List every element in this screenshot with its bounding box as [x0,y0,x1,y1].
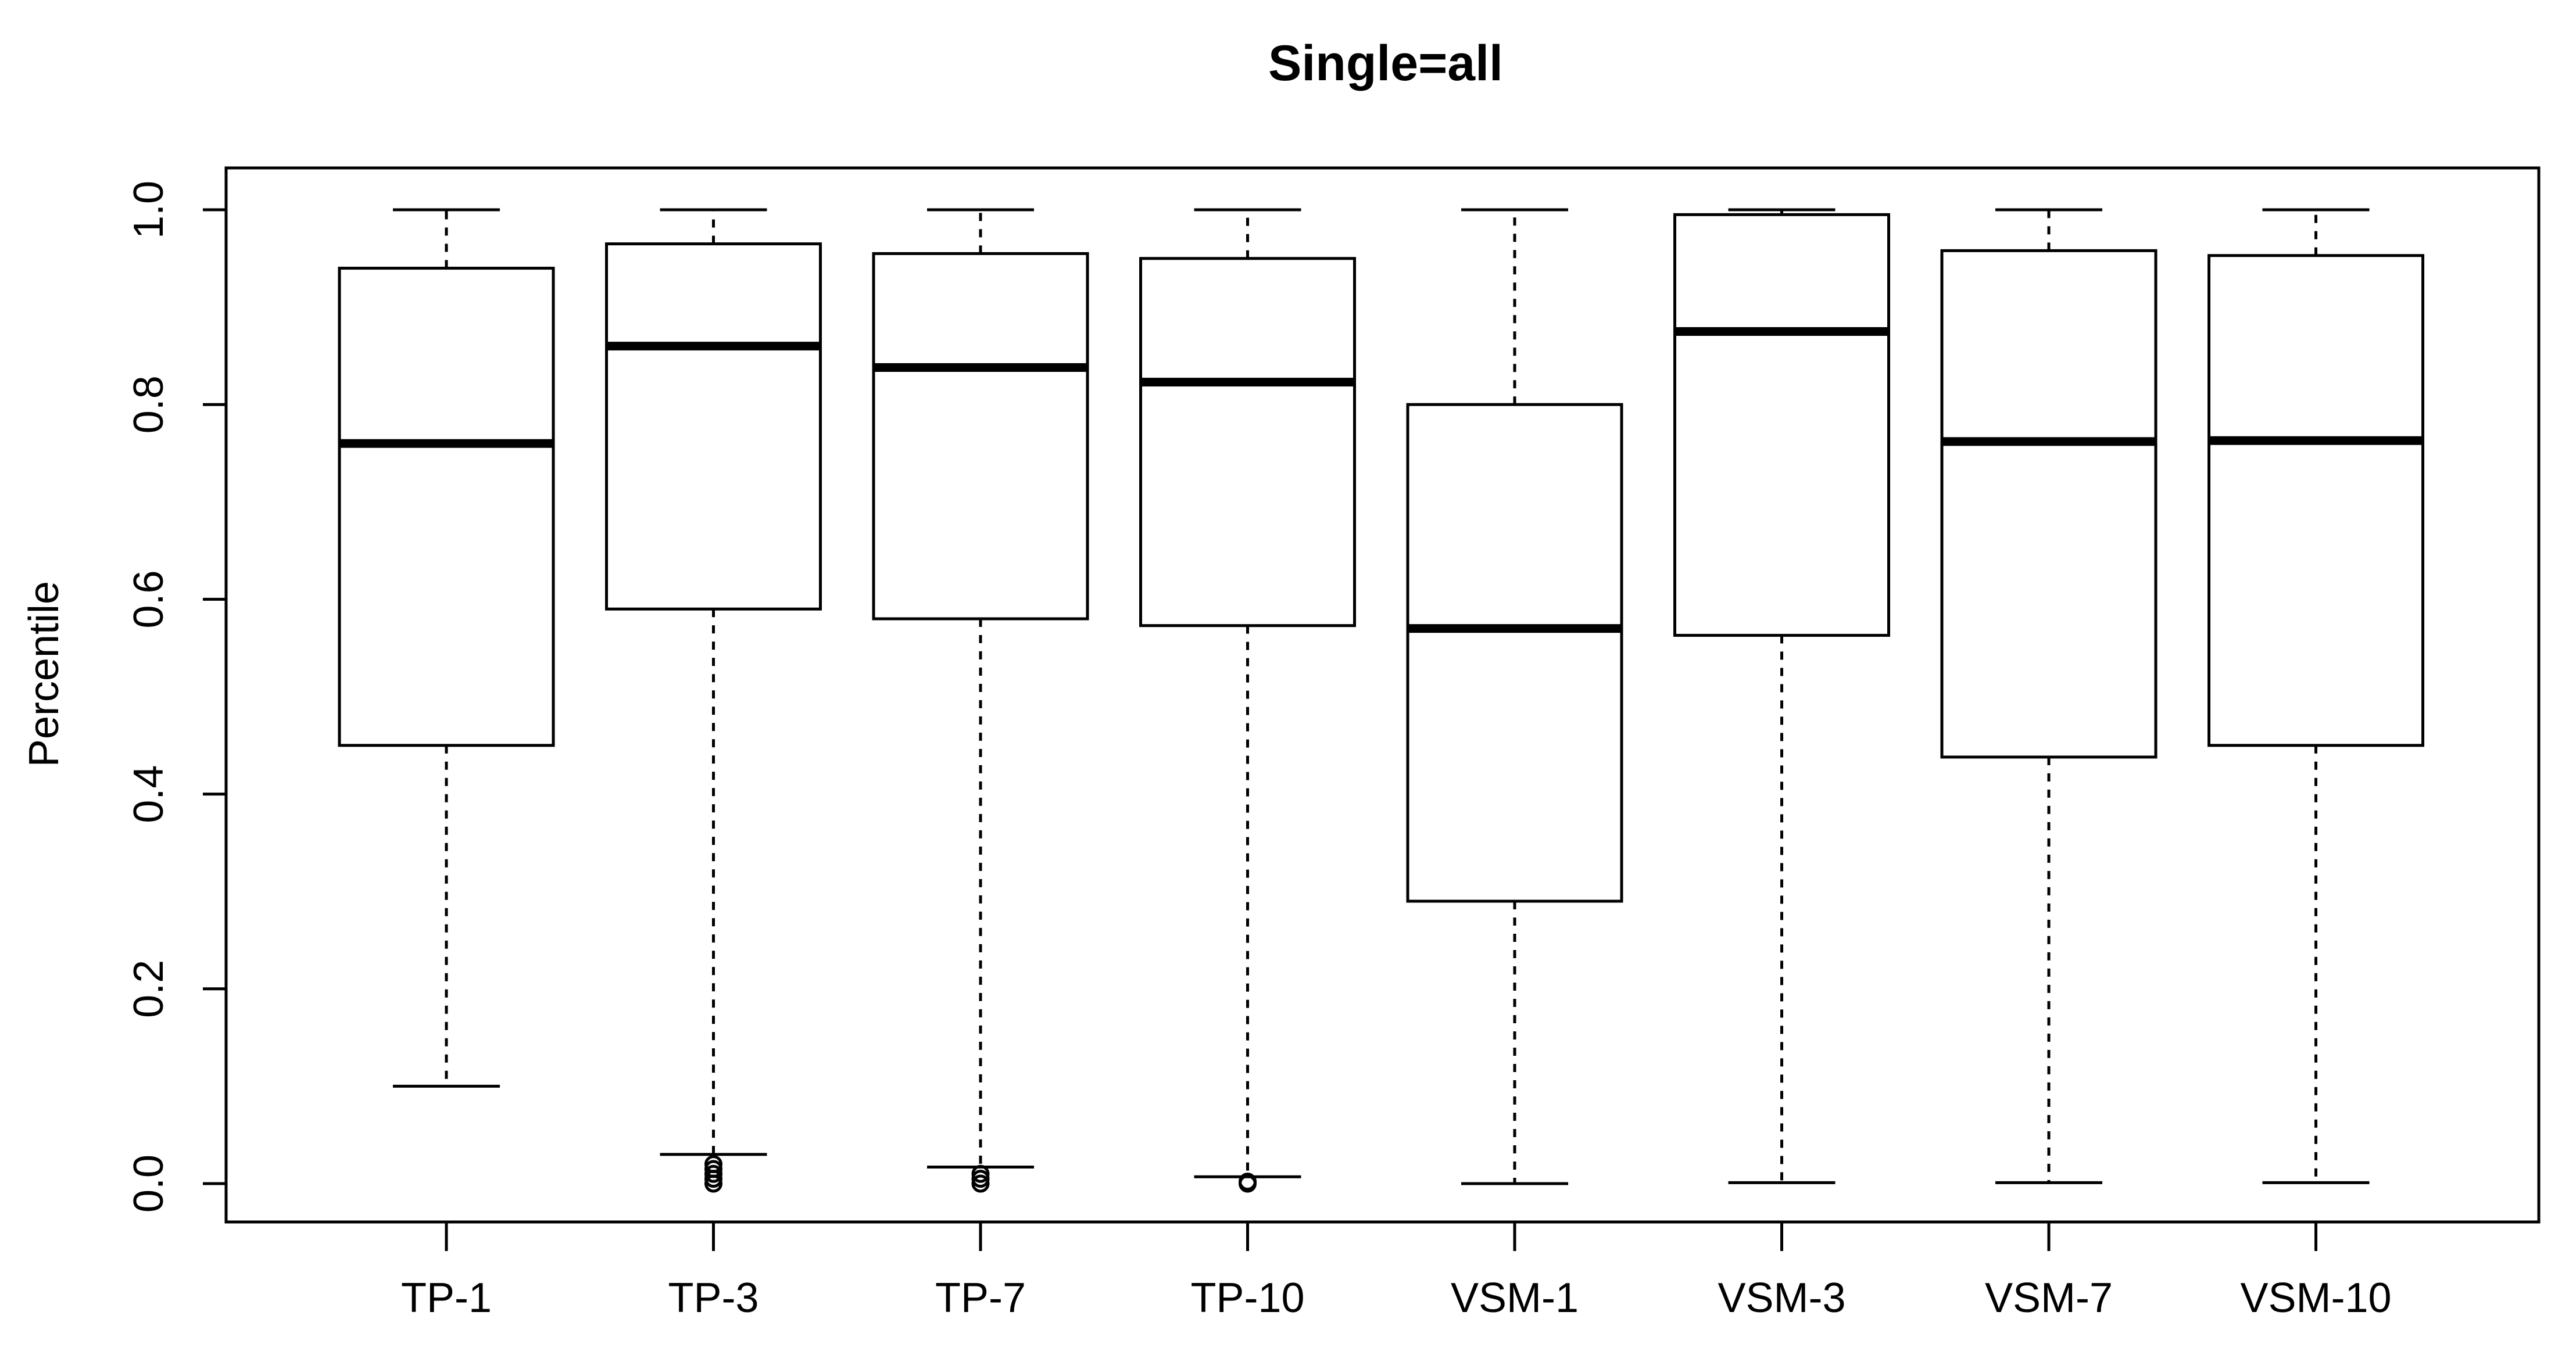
y-tick-label: 1.0 [126,181,172,239]
box-iqr [2208,254,2424,747]
outlier-point [971,1164,990,1183]
box-tp-1 [338,208,555,1088]
y-axis: 0.0 0.2 0.4 0.6 0.8 1.0 [126,181,228,1213]
x-tick-label: VSM-7 [1985,1275,2113,1321]
y-tick-label: 0.0 [126,1155,172,1213]
outlier-point [1239,1173,1257,1191]
box-iqr [1940,249,2158,759]
chart-title: Single=all [1268,35,1503,91]
y-tick-label: 0.4 [126,765,172,823]
x-tick-label: TP-1 [401,1275,492,1321]
box-iqr [872,252,1089,621]
outlier-point [704,1155,722,1173]
x-tick-label: VSM-3 [1718,1275,1845,1321]
x-axis: TP-1 TP-3 TP-7 TP-10 VSM-1 VSM-3 VSM-7 VSM-10 [401,1222,2392,1321]
box-iqr [605,242,822,611]
y-tick-label: 0.2 [126,960,172,1018]
box-vsm-1 [1406,208,1623,1185]
box-vsm-3 [1673,208,1890,1184]
x-tick-label: TP-3 [668,1275,759,1321]
x-tick-label: VSM-10 [2240,1275,2391,1321]
x-tick-label: TP-10 [1190,1275,1304,1321]
boxes-layer [338,208,2424,1193]
x-tick-label: TP-7 [935,1275,1026,1321]
y-axis-label: Percentile [21,581,67,767]
box-tp-10 [1139,208,1356,1193]
x-tick-label: VSM-1 [1451,1275,1579,1321]
y-tick-label: 0.8 [126,375,172,433]
y-tick-label: 0.6 [126,570,172,628]
box-iqr [1406,403,1623,903]
box-vsm-10 [2208,208,2424,1184]
box-tp-3 [605,208,822,1193]
box-vsm-7 [1940,208,2158,1184]
box-iqr [338,267,555,747]
box-iqr [1673,213,1890,637]
box-tp-7 [872,208,1089,1193]
box-iqr [1139,257,1356,628]
